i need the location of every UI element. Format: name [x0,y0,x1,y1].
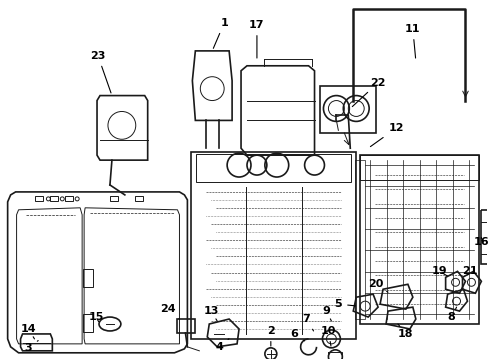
Text: 13: 13 [203,306,219,321]
Bar [320,86,376,133]
Bar [177,319,196,333]
Bar [481,210,490,264]
Bar [83,269,93,287]
Bar [110,196,118,201]
Bar [35,196,44,201]
Text: 15: 15 [88,312,104,322]
Bar [50,196,58,201]
Text: 23: 23 [90,51,111,93]
Text: 3: 3 [24,341,38,353]
Text: 2: 2 [267,326,275,346]
Text: 5: 5 [335,299,355,309]
Bar [355,160,365,319]
Text: 8: 8 [448,307,457,322]
Text: 24: 24 [160,304,179,319]
Text: 6: 6 [291,329,305,341]
Text: 9: 9 [322,306,331,321]
Text: 1: 1 [213,18,228,48]
Text: 17: 17 [249,20,265,58]
Text: 19: 19 [432,266,447,276]
Text: 16: 16 [473,237,489,247]
Text: 14: 14 [21,324,36,339]
Text: 21: 21 [462,266,477,276]
Bar [65,196,73,201]
Text: 12: 12 [370,123,404,147]
Bar [83,314,93,332]
Text: 20: 20 [368,279,388,292]
Text: 18: 18 [398,324,414,339]
Bar [135,196,143,201]
Text: 4: 4 [215,339,229,352]
Text: 22: 22 [352,78,386,107]
Bar [196,154,351,182]
Text: 10: 10 [321,326,336,346]
Text: 11: 11 [405,24,420,58]
Text: 7: 7 [303,314,314,331]
